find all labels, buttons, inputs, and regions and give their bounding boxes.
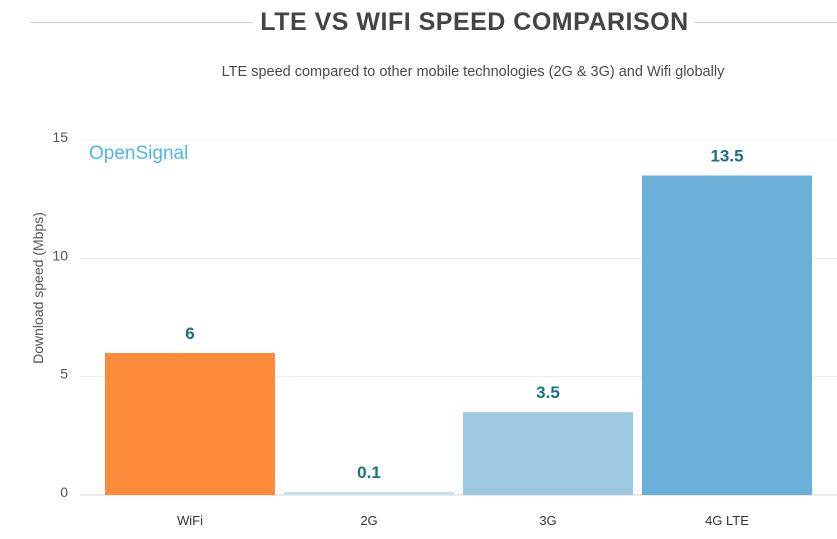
bar-wifi <box>105 353 275 495</box>
x-tick-label-2g: 2G <box>360 513 377 528</box>
y-axis-title: Download speed (Mbps) <box>30 212 46 364</box>
value-label-2g: 0.1 <box>357 463 381 482</box>
bar-3g <box>463 412 633 495</box>
y-tick-label-15: 15 <box>52 129 68 145</box>
title-rule-right <box>694 22 837 23</box>
opensignal-logo: OpenSignal <box>89 143 189 164</box>
bar-2g <box>284 492 454 495</box>
bar-4g-lte <box>642 175 812 495</box>
x-tick-label-3g: 3G <box>539 513 556 528</box>
value-label-3g: 3.5 <box>536 383 560 402</box>
value-labels: 6 0.1 3.5 13.5 <box>185 147 743 483</box>
x-tick-label-wifi: WiFi <box>177 513 203 528</box>
bars <box>105 175 812 495</box>
chart-subtitle: LTE speed compared to other mobile techn… <box>221 64 725 80</box>
y-tick-label-0: 0 <box>60 484 68 500</box>
y-tick-label-10: 10 <box>52 247 68 263</box>
value-label-wifi: 6 <box>185 324 194 343</box>
x-axis-labels: WiFi 2G 3G 4G LTE <box>177 513 749 528</box>
y-axis-ticks: 0 5 10 15 <box>52 129 68 500</box>
y-tick-label-5: 5 <box>60 366 68 382</box>
chart-title: LTE VS WIFI SPEED COMPARISON <box>260 8 689 36</box>
x-tick-label-4g-lte: 4G LTE <box>705 513 749 528</box>
value-label-4g-lte: 13.5 <box>710 147 743 166</box>
title-rule-left <box>30 22 253 23</box>
